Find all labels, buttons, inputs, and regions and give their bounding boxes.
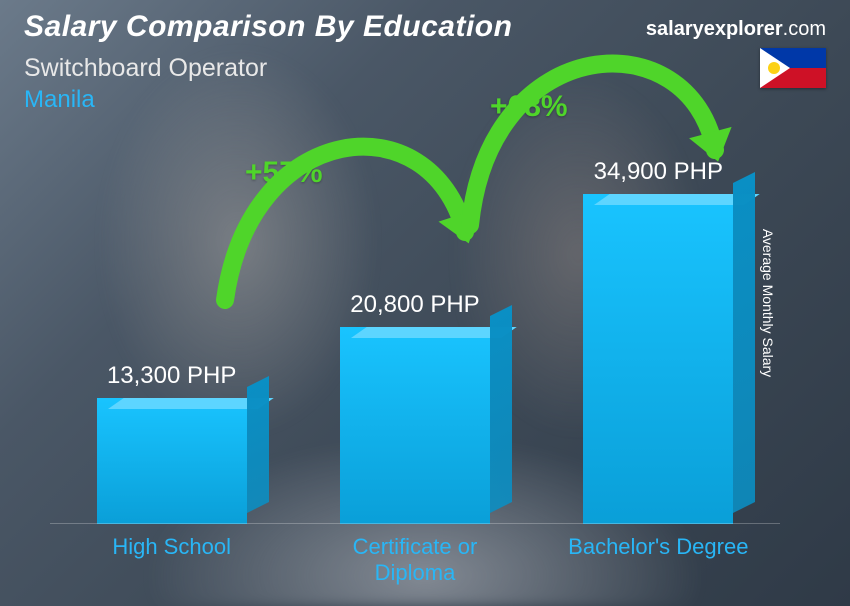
category-label: Certificate or Diploma [320, 528, 510, 584]
growth-arrows [50, 0, 780, 500]
category-label: Bachelor's Degree [563, 528, 753, 584]
category-labels: High School Certificate or Diploma Bachelo… [50, 528, 780, 584]
growth-arrow-1 [470, 64, 732, 225]
bar-chart: 13,300 PHP20,800 PHP34,900 PHP High Scho… [50, 130, 780, 584]
growth-arrow-0 [225, 147, 480, 300]
infographic-content: Salary Comparison By Education Switchboa… [0, 0, 850, 606]
brand-domain: .com [783, 18, 826, 40]
category-label: High School [77, 528, 267, 584]
x-axis-line [50, 523, 780, 524]
